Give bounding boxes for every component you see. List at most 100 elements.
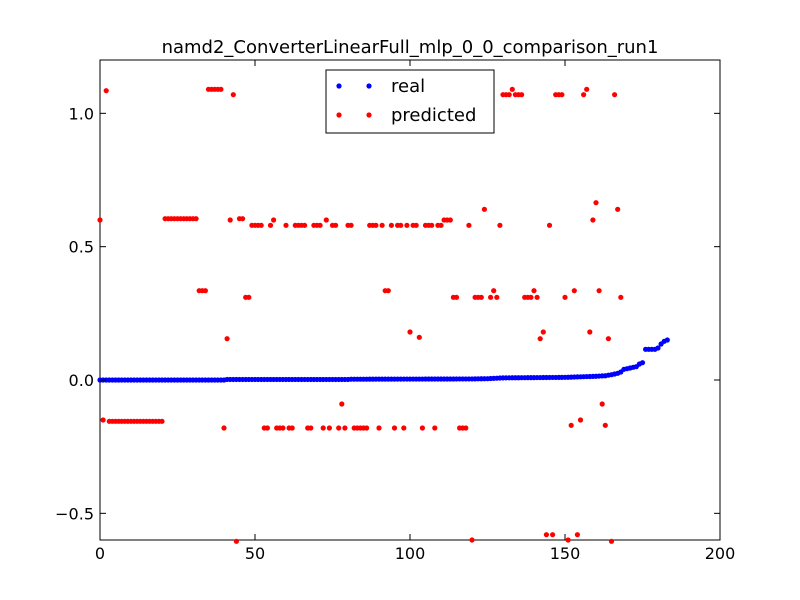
legend-label-predicted: predicted	[391, 105, 476, 126]
data-point-predicted	[438, 222, 444, 228]
data-point-predicted	[348, 222, 354, 228]
data-point-predicted	[596, 288, 602, 294]
data-point-predicted	[574, 532, 581, 538]
y-tick-label: 0.0	[69, 371, 94, 390]
data-point-predicted	[519, 92, 525, 98]
data-point-predicted	[391, 425, 398, 431]
data-point-predicted	[320, 425, 326, 431]
data-point-predicted	[339, 401, 345, 407]
data-point-predicted	[233, 538, 239, 544]
data-point-predicted	[447, 217, 453, 223]
legend: real predicted	[325, 69, 495, 134]
data-point-predicted	[221, 425, 227, 431]
data-point-predicted	[537, 336, 543, 342]
data-point-real	[655, 345, 661, 351]
data-point-predicted	[581, 92, 587, 98]
data-point-predicted	[289, 425, 295, 431]
data-point-predicted	[590, 217, 596, 223]
plot-frame	[99, 59, 721, 541]
data-point-predicted	[466, 222, 472, 228]
data-point-predicted	[543, 532, 550, 538]
legend-marker-predicted	[366, 112, 372, 118]
data-point-predicted	[599, 401, 605, 407]
data-point-predicted	[568, 422, 574, 428]
data-point-predicted	[546, 222, 553, 228]
data-point-real	[664, 337, 670, 343]
data-point-predicted	[453, 294, 460, 300]
data-point-predicted	[323, 217, 329, 223]
data-point-predicted	[608, 538, 615, 544]
data-point-predicted	[404, 222, 410, 228]
data-point-predicted	[202, 288, 208, 294]
y-tick-label: 1.0	[69, 104, 94, 123]
data-point-predicted	[497, 222, 503, 228]
plot-area: 0 50 100 150 200 −0.5 0.0 0.5 1.0	[55, 59, 735, 563]
data-point-predicted	[469, 537, 475, 543]
chart-title: namd2_ConverterLinearFull_mlp_0_0_compar…	[162, 37, 659, 58]
data-point-predicted	[413, 222, 419, 228]
data-point-predicted	[227, 217, 233, 223]
data-point-predicted	[97, 217, 103, 223]
data-point-predicted	[587, 329, 593, 335]
data-point-predicted	[193, 216, 199, 222]
data-point-predicted	[481, 206, 487, 212]
x-tick-label: 100	[395, 544, 426, 563]
data-point-predicted	[550, 532, 556, 538]
data-point-predicted	[246, 294, 252, 300]
data-point-predicted	[506, 92, 512, 98]
data-point-predicted	[618, 294, 624, 300]
data-point-predicted	[429, 222, 435, 228]
data-point-predicted	[398, 222, 404, 228]
data-point-predicted	[373, 222, 379, 228]
data-point-predicted	[364, 425, 370, 431]
data-point-predicted	[534, 294, 540, 300]
data-point-predicted	[478, 294, 484, 300]
data-point-predicted	[407, 329, 413, 335]
data-point-predicted	[230, 92, 236, 98]
data-point-predicted	[531, 288, 537, 294]
data-points-layer	[97, 86, 670, 544]
data-point-predicted	[379, 222, 385, 228]
data-point-predicted	[103, 88, 109, 94]
y-tick-label: 0.5	[69, 238, 94, 257]
data-point-predicted	[376, 425, 382, 431]
legend-label-real: real	[391, 76, 425, 97]
data-point-predicted	[602, 422, 608, 428]
data-point-predicted	[419, 425, 425, 431]
data-point-predicted	[494, 294, 500, 300]
data-point-predicted	[491, 288, 497, 294]
legend-marker-real	[336, 83, 342, 89]
data-point-real	[639, 360, 646, 366]
data-point-predicted	[283, 222, 289, 228]
data-point-predicted	[333, 222, 339, 228]
axis-ticks-layer: 0 50 100 150 200 −0.5 0.0 0.5 1.0	[55, 60, 735, 563]
data-point-predicted	[612, 92, 618, 98]
data-point-predicted	[317, 222, 323, 228]
data-point-predicted	[615, 206, 621, 212]
data-point-predicted	[571, 288, 577, 294]
data-point-predicted	[240, 216, 246, 222]
data-point-predicted	[401, 425, 407, 431]
data-point-predicted	[280, 425, 286, 431]
data-point-predicted	[432, 425, 438, 431]
legend-marker-real	[366, 83, 372, 89]
data-point-predicted	[488, 294, 494, 300]
data-point-predicted	[218, 86, 224, 92]
legend-marker-predicted	[336, 112, 342, 118]
data-point-predicted	[577, 417, 584, 423]
data-point-predicted	[271, 217, 277, 223]
data-point-predicted	[562, 294, 568, 300]
data-point-predicted	[388, 222, 394, 228]
data-point-predicted	[528, 294, 534, 300]
data-point-predicted	[416, 334, 422, 340]
data-point-predicted	[509, 86, 515, 92]
data-point-predicted	[605, 336, 612, 342]
x-tick-label: 150	[550, 544, 581, 563]
data-point-predicted	[584, 86, 590, 92]
data-point-predicted	[308, 425, 314, 431]
data-point-predicted	[302, 222, 308, 228]
data-point-predicted	[326, 425, 332, 431]
x-tick-label: 50	[245, 544, 265, 563]
x-tick-label: 200	[705, 544, 736, 563]
data-point-predicted	[267, 222, 274, 228]
